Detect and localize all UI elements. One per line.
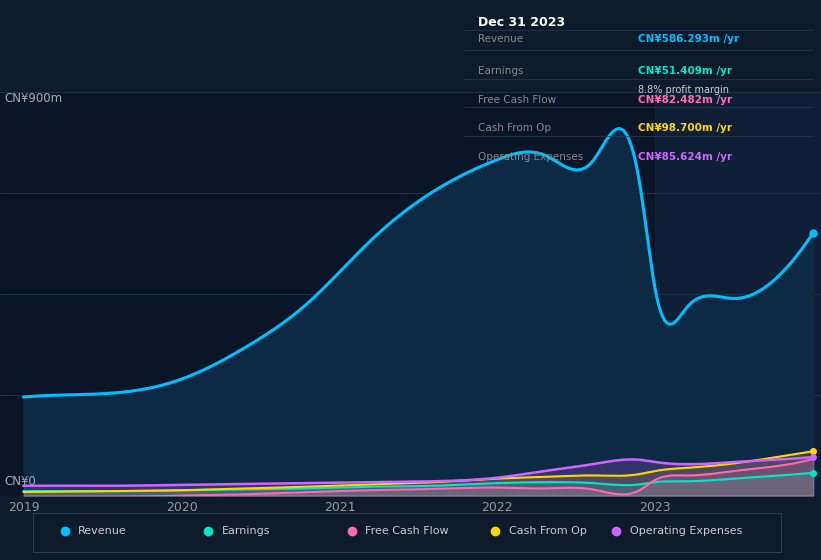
Text: CN¥51.409m /yr: CN¥51.409m /yr: [639, 66, 732, 76]
Text: Operating Expenses: Operating Expenses: [630, 526, 742, 536]
FancyBboxPatch shape: [33, 513, 781, 552]
Text: Operating Expenses: Operating Expenses: [478, 152, 583, 162]
Text: Cash From Op: Cash From Op: [478, 123, 551, 133]
Text: CN¥586.293m /yr: CN¥586.293m /yr: [639, 34, 740, 44]
Text: CN¥0: CN¥0: [4, 474, 36, 488]
Text: Revenue: Revenue: [478, 34, 523, 44]
Text: CN¥900m: CN¥900m: [4, 92, 62, 105]
Text: Free Cash Flow: Free Cash Flow: [365, 526, 449, 536]
Text: Dec 31 2023: Dec 31 2023: [478, 16, 565, 29]
Text: 8.8% profit margin: 8.8% profit margin: [639, 85, 729, 95]
Text: CN¥98.700m /yr: CN¥98.700m /yr: [639, 123, 732, 133]
Text: CN¥82.482m /yr: CN¥82.482m /yr: [639, 95, 732, 105]
Text: Earnings: Earnings: [222, 526, 270, 536]
Bar: [655, 92, 821, 496]
Text: Cash From Op: Cash From Op: [509, 526, 586, 536]
Text: CN¥85.624m /yr: CN¥85.624m /yr: [639, 152, 732, 162]
Text: Revenue: Revenue: [78, 526, 127, 536]
Text: Earnings: Earnings: [478, 66, 523, 76]
Text: Free Cash Flow: Free Cash Flow: [478, 95, 556, 105]
